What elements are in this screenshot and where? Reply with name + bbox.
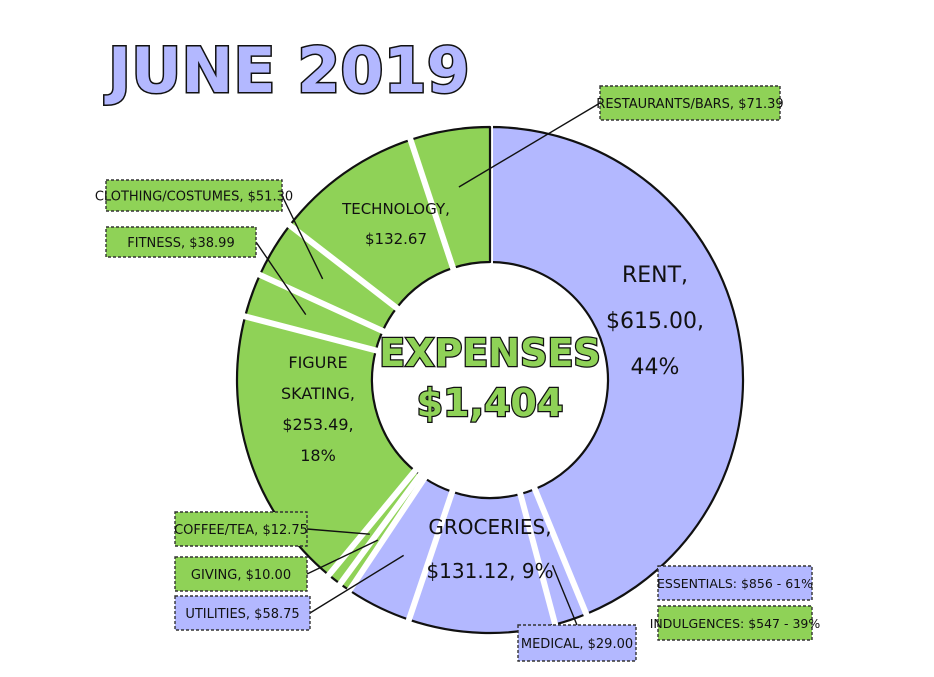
callout-text-coffee-tea: COFFEE/TEA, $12.75 [174,523,308,538]
slice-technology [288,138,455,309]
callout-text-giving: GIVING, $10.00 [191,568,291,583]
callout-box-giving [174,556,308,592]
slice-separator [531,486,590,617]
callout-text-medical: MEDICAL, $29.00 [521,637,633,652]
legend-box-essential [657,565,813,601]
callout-box-medical [517,624,637,662]
leader-line-coffee-tea [306,528,370,535]
slice-label-technology: TECHNOLOGY, $132.67 [341,200,450,248]
callout-text-fitness: FITNESS, $38.99 [127,236,234,251]
leader-line-clothing-costumes [281,195,324,280]
chart-title: JUNE 2019 [104,34,470,107]
callout-text-utilities: UTILITIES, $58.75 [185,607,299,622]
leader-lines [255,102,601,626]
slices-group [235,125,745,635]
callout-box-fitness [105,226,257,258]
callout-box-restaurants-bars [599,85,781,121]
slice-rent [488,125,745,616]
slice-separator [286,221,401,312]
callout-box-coffee-tea [174,511,308,547]
slice-restaurants-bars [409,125,492,270]
callout-boxes: MEDICAL, $29.00 UTILITIES, $58.75 GIVING, … [95,85,784,662]
slice-separator [516,491,559,628]
leader-line-giving [306,539,379,575]
leader-line-restaurants-bars [458,102,601,188]
callout-box-clothing-costumes [105,179,283,212]
slice-separator [407,136,457,271]
callout-text-restaurants-bars: RESTAURANTS/BARS, $71.39 [596,97,783,112]
slice-separator [325,467,419,579]
slice-label-groceries: GROCERIES, $131.12, 9% [426,515,553,583]
legend-text-indulgence: INDULGENCES: $547 - 39% [650,616,821,631]
slice-separator [336,471,424,588]
slice-separator [256,271,386,335]
legend-box-indulgence [657,605,813,641]
callout-text-clothing-costumes: CLOTHING/COSTUMES, $51.30 [95,190,293,205]
legend-text-essential: ESSENTIALS: $856 - 61% [657,576,813,591]
slice-label-figure-skating: FIGURE SKATING, $253.49, 18% [281,353,355,465]
leader-line-fitness [255,241,307,315]
center-label-total: $1,404 [417,381,564,425]
leader-line-utilities [309,554,405,614]
slice-separator [345,474,429,594]
leader-line-medical [551,564,578,626]
slice-separator [242,313,379,354]
slice-labels: RENT, $615.00, 44% GROCERIES, $131.12, 9% FIG… [281,200,704,583]
slice-separator [405,488,456,623]
legend: ESSENTIALS: $856 - 61% INDULGENCES: $547 … [650,565,821,641]
callout-box-utilities [174,595,311,631]
center-label-title: EXPENSES [379,331,601,375]
slice-label-rent: RENT, $615.00, 44% [606,263,704,380]
